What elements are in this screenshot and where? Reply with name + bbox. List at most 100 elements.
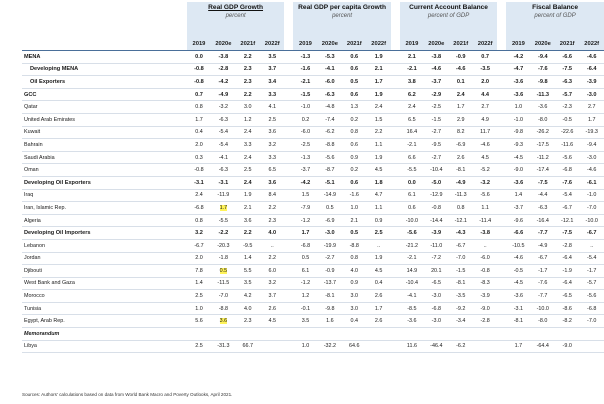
table-cell: -6.6 [555,50,580,64]
table-cell: 0.5 [317,201,343,215]
group-title: Real GDP per capita Growth [298,4,386,11]
group-spacer [284,113,294,127]
group-spacer [390,226,400,240]
table-row: Bahrain 2.0 -5.4 3.3 3.2 -2.5 -8.8 0.6 1.1 -2.1 -9… [22,138,604,152]
table-cell: 2.4 [399,100,425,114]
row-label: Saudi Arabia [22,151,187,165]
table-cell: 2.6 [366,314,391,329]
table-cell: 1.7 [293,226,318,240]
group-spacer [497,88,507,102]
table-cell: 2.2 [366,126,391,140]
table-cell: 1.9 [366,252,391,266]
table-cell: -8.0 [530,314,555,329]
table-cell: -1.3 [293,50,318,64]
group-spacer [390,314,400,329]
table-row: West Bank and Gaza 1.4 -11.5 3.5 3.2 -1.2 -13.… [22,277,604,291]
table-row: Memorandum [22,327,604,341]
table-cell: -6.8 [424,302,449,316]
table-cell: -7.5 [530,176,555,190]
table-cell: -9.4 [579,138,604,152]
table-cell: 0.3 [186,151,212,165]
group-spacer [497,327,507,341]
table-cell: -12.9 [424,189,449,203]
table-cell: 0.6 [342,63,367,77]
table-cell: 2.9 [448,113,473,127]
table-cell: 2.2 [259,201,285,215]
row-label: Iran, Islamic Rep. [22,201,187,215]
table-cell: -5.3 [317,50,343,64]
table-cell: -1.9 [555,264,580,278]
table-cell: 0.8 [342,126,367,140]
group-spacer [284,314,294,329]
table-cell: -9.8 [317,302,343,316]
table-cell [366,327,391,341]
table-cell [259,340,285,354]
group-subtitle: percent [332,13,353,19]
table-cell: 14.9 [399,264,425,278]
row-label: MENA [22,50,187,64]
table-cell: -5.6 [472,189,498,203]
table-cell: 1.9 [366,88,391,102]
table-cell: -6.4 [579,63,604,77]
table-cell: -6.5 [555,289,580,303]
group-spacer [390,239,400,253]
table-cell: -16.4 [530,214,555,228]
year-header: 2021f [342,38,367,51]
group-spacer [497,50,507,64]
table-cell: 0.8 [342,252,367,266]
table-cell: 64.6 [342,340,367,354]
table-cell: -3.6 [530,100,555,114]
table-cell: -0.5 [506,264,531,278]
table-cell: -7.4 [317,113,343,127]
table-cell: 1.7 [448,100,473,114]
table-cell: -9.2 [448,302,473,316]
table-cell: -3.6 [399,314,425,329]
table-cell: 2.1 [366,63,391,77]
table-cell: -0.9 [317,264,343,278]
table-cell: 3.8 [399,75,425,89]
row-label: Bahrain [22,138,187,152]
group-title: Current Account Balance [409,4,488,11]
table-cell: 2.4 [235,176,260,190]
table-cell: -6.3 [211,163,236,177]
table-cell: 4.9 [472,113,498,127]
table-cell: -64.4 [530,340,555,354]
year-header: 2020e [530,38,555,51]
row-label: Kuwait [22,126,187,140]
table-cell: -3.9 [472,289,498,303]
table-cell: 0.8 [448,201,473,215]
table-cell: -3.6 [506,176,531,190]
table-cell: 11.6 [399,340,425,354]
table-cell: -1.5 [448,264,473,278]
table-cell: -7.0 [448,252,473,266]
table-cell: -2.8 [211,63,236,77]
table-cell: 0.6 [342,138,367,152]
table-cell: -3.5 [472,63,498,77]
table-cell: 1.0 [342,201,367,215]
table-row: Jordan 2.0 -1.8 1.4 2.2 0.5 -2.7 0.8 1.9 -2.1 -7.2… [22,252,604,266]
table-cell: -8.3 [472,277,498,291]
table-cell: -6.2 [317,126,343,140]
table-cell: 0.5 [342,226,367,240]
table-cell: -7.5 [555,63,580,77]
table-cell: 0.2 [293,113,318,127]
group-spacer [390,302,400,316]
table-cell: -5.7 [579,277,604,291]
year-header: 2020e [424,38,449,51]
table-cell: -6.5 [424,277,449,291]
row-label: Algeria [22,214,187,228]
table-cell: -4.5 [506,277,531,291]
group-spacer [497,314,507,329]
table-cell: -9.5 [424,138,449,152]
table-cell: -4.7 [506,63,531,77]
year-header: 2019 [186,38,212,51]
year-header: 2022f [579,38,604,51]
table-cell: -0.8 [186,75,212,89]
group-spacer [497,163,507,177]
table-cell: -4.1 [211,151,236,165]
table-cell: -6.2 [448,340,473,354]
table-cell: -2.1 [399,252,425,266]
row-label: Morocco [22,289,187,303]
table-cell: 2.1 [399,50,425,64]
table-cell: -5.6 [555,151,580,165]
